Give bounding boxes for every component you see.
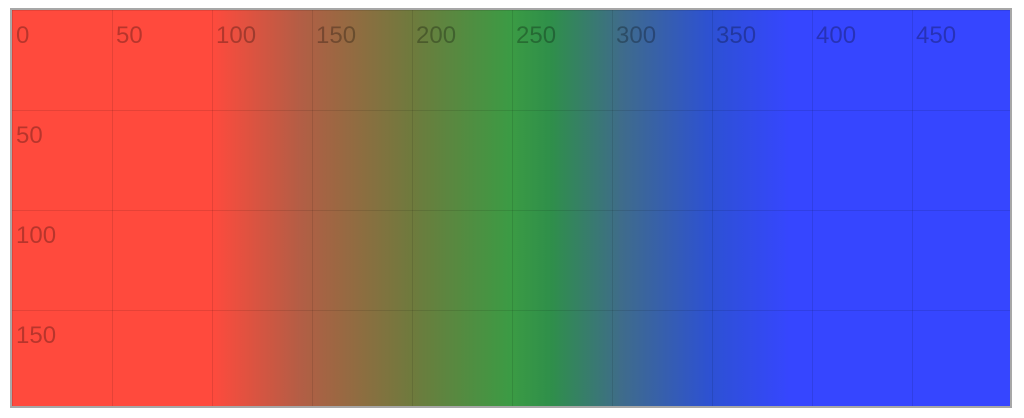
x-axis-label-50: 50 <box>116 22 143 49</box>
x-axis-label-0: 0 <box>16 22 30 49</box>
y-axis-label-150: 150 <box>16 322 57 349</box>
grid-overlay <box>12 10 1010 406</box>
y-axis-label-100: 100 <box>16 222 57 249</box>
x-axis-label-100: 100 <box>216 22 257 49</box>
gradient-fill <box>12 10 1010 406</box>
x-axis-label-250: 250 <box>516 22 557 49</box>
x-axis-label-350: 350 <box>716 22 757 49</box>
canvas-preview: 0 50 100 150 200 250 300 350 400 450 50 … <box>10 8 1012 408</box>
x-axis-label-200: 200 <box>416 22 457 49</box>
x-axis-label-450: 450 <box>916 22 957 49</box>
x-axis-label-150: 150 <box>316 22 357 49</box>
x-axis-label-400: 400 <box>816 22 857 49</box>
y-axis-label-50: 50 <box>16 122 43 149</box>
x-axis-label-300: 300 <box>616 22 657 49</box>
